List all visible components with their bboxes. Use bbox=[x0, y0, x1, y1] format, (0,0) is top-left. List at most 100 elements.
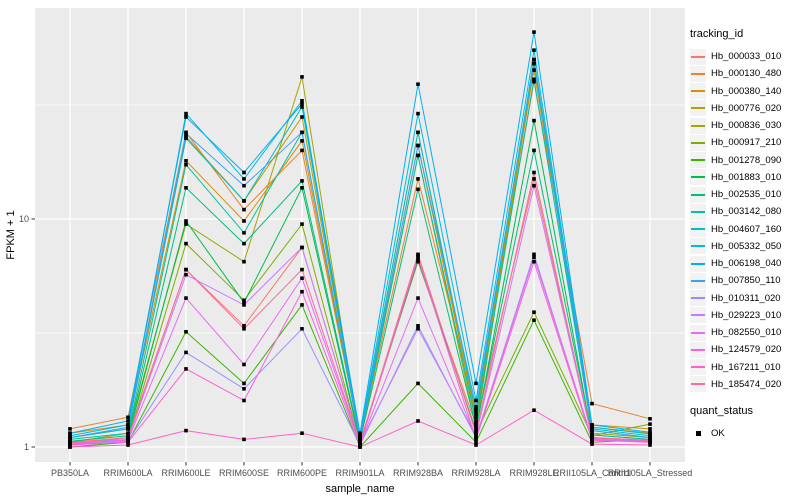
data-point bbox=[358, 441, 362, 445]
legend-color-line bbox=[691, 383, 705, 386]
legend-item-Hb_000130_480: Hb_000130_480 bbox=[690, 65, 798, 82]
x-tick-label: RRIM901LA bbox=[335, 468, 384, 478]
data-point bbox=[532, 48, 536, 52]
legend-key-line-icon bbox=[690, 221, 706, 238]
data-point bbox=[184, 330, 188, 334]
data-point bbox=[416, 327, 420, 331]
legend-items: Hb_000033_010 Hb_000130_480 Hb_000380_140 H… bbox=[690, 48, 798, 393]
data-point bbox=[242, 324, 246, 328]
legend-item-label: Hb_082550_010 bbox=[711, 327, 782, 339]
data-point bbox=[184, 162, 188, 167]
data-point bbox=[184, 350, 188, 355]
x-tick-label: RRIM928BA bbox=[393, 468, 443, 478]
data-point bbox=[474, 415, 478, 420]
data-point bbox=[242, 207, 246, 212]
legend-item-label: Hb_000836_030 bbox=[711, 120, 782, 132]
legend-key-line-icon bbox=[690, 186, 706, 203]
data-point bbox=[184, 219, 188, 223]
legend-key-line-icon bbox=[690, 117, 706, 134]
data-point bbox=[532, 318, 536, 322]
data-point bbox=[474, 408, 478, 412]
data-point bbox=[300, 102, 304, 106]
legend-item-Hb_167211_010: Hb_167211_010 bbox=[690, 359, 798, 376]
legend-item-label: Hb_001278_090 bbox=[711, 154, 782, 166]
data-point bbox=[532, 177, 536, 181]
legend-item-Hb_000917_210: Hb_000917_210 bbox=[690, 134, 798, 151]
data-point bbox=[532, 183, 536, 188]
legend-color-line bbox=[691, 245, 705, 248]
data-point bbox=[184, 428, 188, 433]
x-tick-label: RRIM600PE bbox=[277, 468, 327, 478]
legend: tracking_id Hb_000033_010 Hb_000130_480 Hb… bbox=[690, 28, 798, 442]
data-point bbox=[184, 159, 188, 163]
data-point bbox=[532, 30, 536, 34]
legend-color-line bbox=[691, 348, 705, 351]
x-tick-label: PB350LA bbox=[51, 468, 89, 478]
data-point bbox=[590, 428, 594, 433]
data-point bbox=[474, 420, 478, 425]
legend-key-line-icon bbox=[690, 272, 706, 289]
data-point bbox=[300, 245, 304, 250]
legend-title-tracking-id: tracking_id bbox=[690, 28, 744, 40]
data-point bbox=[590, 440, 594, 444]
legend-item-Hb_000836_030: Hb_000836_030 bbox=[690, 117, 798, 134]
legend-key-line-icon bbox=[690, 83, 706, 100]
legend-item-label: Hb_007850_110 bbox=[711, 275, 781, 287]
y-axis-title: FPKM + 1 bbox=[5, 210, 17, 259]
data-point bbox=[184, 186, 188, 190]
x-tick-label: RRII105LA_Control bbox=[553, 468, 631, 478]
legend-color-line bbox=[691, 331, 705, 334]
legend-item-label: Hb_005332_050 bbox=[711, 240, 782, 252]
data-point bbox=[242, 303, 246, 307]
data-point bbox=[590, 425, 594, 430]
data-point bbox=[300, 431, 304, 435]
data-point bbox=[184, 115, 188, 119]
data-point bbox=[68, 435, 72, 440]
legend-key-line-icon bbox=[690, 341, 706, 358]
data-point bbox=[590, 423, 594, 427]
data-point bbox=[242, 437, 246, 442]
legend-item-Hb_001883_010: Hb_001883_010 bbox=[690, 169, 798, 186]
legend-item-label: Hb_000130_480 bbox=[711, 68, 782, 80]
data-point bbox=[300, 105, 304, 109]
legend-item-label: Hb_000776_020 bbox=[711, 102, 782, 114]
data-point bbox=[184, 296, 188, 300]
data-point bbox=[184, 136, 188, 141]
data-point bbox=[416, 177, 420, 181]
data-point bbox=[300, 139, 304, 143]
data-point bbox=[184, 241, 188, 246]
data-point bbox=[648, 443, 652, 447]
data-point bbox=[648, 417, 652, 421]
data-point bbox=[532, 148, 536, 153]
data-point bbox=[532, 252, 536, 257]
legend-color-line bbox=[691, 279, 705, 282]
data-point bbox=[126, 423, 130, 427]
data-point bbox=[416, 381, 420, 386]
data-point bbox=[242, 199, 246, 203]
data-point bbox=[126, 419, 130, 423]
y-tick-label: 10 bbox=[19, 214, 29, 224]
legend-color-line bbox=[691, 366, 705, 369]
legend-item-Hb_185474_020: Hb_185474_020 bbox=[690, 376, 798, 393]
data-point bbox=[242, 177, 246, 181]
data-point bbox=[68, 443, 72, 447]
quant-status-square-icon bbox=[690, 425, 706, 442]
legend-color-line bbox=[691, 55, 705, 58]
data-point bbox=[474, 423, 478, 427]
legend-color-line bbox=[691, 314, 705, 317]
legend-key-line-icon bbox=[690, 134, 706, 151]
data-point bbox=[242, 219, 246, 223]
data-point bbox=[242, 231, 246, 235]
data-point bbox=[184, 111, 188, 116]
data-point bbox=[184, 272, 188, 277]
legend-color-line bbox=[691, 262, 705, 265]
data-point bbox=[300, 289, 304, 294]
data-point bbox=[358, 431, 362, 435]
legend-color-line bbox=[691, 159, 705, 162]
data-point bbox=[416, 153, 420, 158]
data-point bbox=[474, 437, 478, 442]
legend-item-Hb_002535_010: Hb_002535_010 bbox=[690, 186, 798, 203]
data-point bbox=[648, 440, 652, 444]
legend-item-label: Hb_004607_160 bbox=[711, 223, 782, 235]
